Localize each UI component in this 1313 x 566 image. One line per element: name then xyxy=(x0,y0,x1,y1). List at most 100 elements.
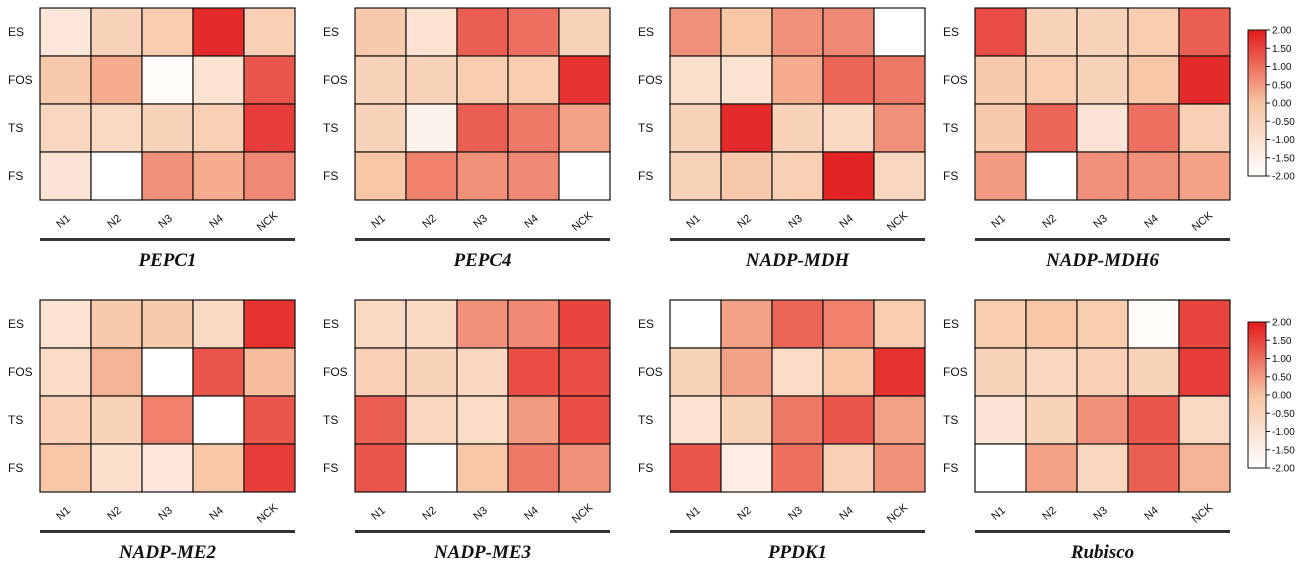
column-label: NCK xyxy=(1190,209,1216,234)
colorbar xyxy=(1247,321,1267,469)
heatmap-cell xyxy=(354,55,407,105)
column-label: N4 xyxy=(522,213,540,231)
heatmap-cell xyxy=(192,395,245,445)
heatmap-cell xyxy=(1178,55,1231,105)
colorbar-tick-label: -1.50 xyxy=(1272,153,1295,164)
heatmap-cell xyxy=(456,7,509,57)
colorbar-tick-label: 0.50 xyxy=(1272,372,1292,383)
heatmap-cell xyxy=(1178,347,1231,397)
heatmap-cell xyxy=(39,151,92,201)
panel-title: NADP-MDH6 xyxy=(1045,250,1159,271)
heatmap-cell xyxy=(141,7,194,57)
heatmap-cell xyxy=(243,443,296,493)
heatmap-cell xyxy=(822,151,875,201)
heatmap-cell xyxy=(507,443,560,493)
colorbar-0: 2.00 1.50 1.00 0.50 0.00 -0.50 -1.00 -1.50 -2.00 xyxy=(1247,26,1295,183)
column-label: NCK xyxy=(1190,501,1216,526)
heatmap-cell xyxy=(771,151,824,201)
panel-title: NADP-MDH xyxy=(745,250,851,271)
heatmap-cell xyxy=(558,347,611,397)
heatmap-cell xyxy=(558,395,611,445)
heatmap-cell xyxy=(822,395,875,445)
row-label: ES xyxy=(638,25,654,39)
row-label: FOS xyxy=(8,73,33,87)
heatmap-cell xyxy=(456,395,509,445)
heatmap-cell xyxy=(720,443,773,493)
colorbar-tick-label: -2.00 xyxy=(1272,464,1295,475)
column-label: N1 xyxy=(54,213,72,231)
heatmap-cell xyxy=(558,151,611,201)
heatmap-cell xyxy=(873,151,926,201)
panel-title: Rubisco xyxy=(1070,542,1134,563)
heatmap-cell xyxy=(1127,103,1180,153)
heatmap-cell xyxy=(974,347,1027,397)
heatmap-cell xyxy=(405,55,458,105)
panel-title: NADP-ME3 xyxy=(433,542,531,563)
heatmap-cell xyxy=(39,443,92,493)
panel-underline xyxy=(355,238,610,241)
row-label: TS xyxy=(8,121,23,135)
row-label: ES xyxy=(638,317,654,331)
heatmap-cell xyxy=(669,151,722,201)
colorbar-tick-label: 1.00 xyxy=(1272,62,1292,73)
heatmap-cell xyxy=(974,103,1027,153)
heatmap-cell xyxy=(822,7,875,57)
panel-underline xyxy=(975,238,1230,241)
heatmap-cell xyxy=(39,103,92,153)
heatmap-cell xyxy=(771,103,824,153)
heatmap-cell xyxy=(507,347,560,397)
heatmap-cell xyxy=(507,103,560,153)
heatmap-cell xyxy=(669,7,722,57)
column-label: N2 xyxy=(105,505,123,523)
heatmap-cell xyxy=(243,347,296,397)
heatmap-cell xyxy=(507,151,560,201)
heatmap-cell xyxy=(1127,7,1180,57)
heatmap-cell xyxy=(873,443,926,493)
heatmap-cell xyxy=(1025,7,1078,57)
row-label: FS xyxy=(638,169,653,183)
heatmap-cell xyxy=(1025,395,1078,445)
row-label: FOS xyxy=(943,365,968,379)
column-label: NCK xyxy=(255,209,281,234)
heatmap-cell xyxy=(405,347,458,397)
heatmap-panel-0: ES FOS TS FS N1 N2 N3 N4 NCK PEPC1 xyxy=(8,7,296,271)
heatmap-cell xyxy=(405,7,458,57)
column-label: N2 xyxy=(420,505,438,523)
heatmap-cell xyxy=(771,395,824,445)
heatmap-cell xyxy=(669,55,722,105)
heatmap-cell xyxy=(456,299,509,349)
heatmap-cell xyxy=(456,443,509,493)
heatmap-cell xyxy=(141,443,194,493)
heatmap-cell xyxy=(1025,55,1078,105)
column-label: N3 xyxy=(471,213,489,231)
heatmap-cell xyxy=(90,347,143,397)
heatmap-cell xyxy=(456,151,509,201)
heatmap-cell xyxy=(192,443,245,493)
heatmap-cell xyxy=(507,55,560,105)
colorbar-tick-label: 1.50 xyxy=(1272,336,1292,347)
heatmap-cell xyxy=(822,103,875,153)
heatmap-cell xyxy=(669,103,722,153)
heatmap-cell xyxy=(1178,7,1231,57)
row-label: TS xyxy=(323,413,338,427)
heatmap-cell xyxy=(558,55,611,105)
heatmap-cell xyxy=(192,55,245,105)
heatmap-cell xyxy=(90,55,143,105)
heatmap-cell xyxy=(141,347,194,397)
heatmap-cell xyxy=(771,347,824,397)
heatmap-cell xyxy=(39,55,92,105)
heatmap-cell xyxy=(354,103,407,153)
heatmap-cell xyxy=(1178,103,1231,153)
heatmap-cell xyxy=(90,7,143,57)
heatmap-cell xyxy=(243,151,296,201)
column-label: N2 xyxy=(735,505,753,523)
heatmap-cell xyxy=(507,299,560,349)
heatmap-cell xyxy=(558,7,611,57)
colorbar-tick-label: 2.00 xyxy=(1272,318,1292,329)
column-label: NCK xyxy=(570,209,596,234)
heatmap-cell xyxy=(39,7,92,57)
row-label: FOS xyxy=(8,365,33,379)
heatmap-cell xyxy=(1127,395,1180,445)
row-label: TS xyxy=(943,121,958,135)
column-label: NCK xyxy=(255,501,281,526)
